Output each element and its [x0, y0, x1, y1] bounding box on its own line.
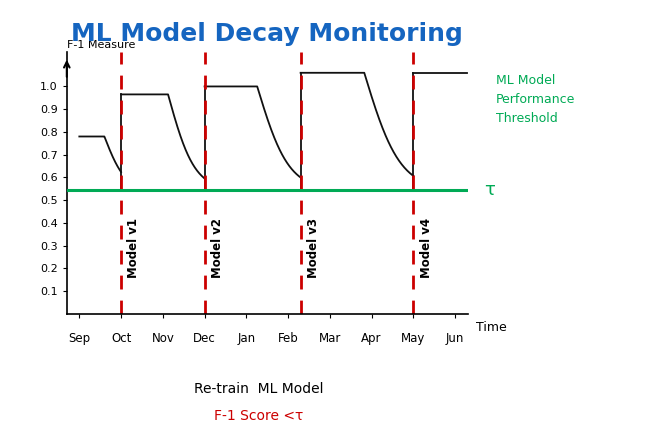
Text: Feb: Feb — [278, 332, 299, 345]
Text: Model v3: Model v3 — [307, 218, 320, 278]
Text: τ: τ — [484, 181, 494, 199]
Text: F-1 Score <τ: F-1 Score <τ — [214, 409, 303, 423]
Text: Jan: Jan — [237, 332, 255, 345]
Text: Oct: Oct — [111, 332, 132, 345]
Text: Nov: Nov — [152, 332, 174, 345]
Title: ML Model Decay Monitoring: ML Model Decay Monitoring — [71, 22, 463, 46]
Text: May: May — [401, 332, 426, 345]
Text: Sep: Sep — [68, 332, 90, 345]
Text: F-1 Measure: F-1 Measure — [67, 40, 135, 50]
Text: Mar: Mar — [319, 332, 341, 345]
Text: ML Model
Performance
Threshold: ML Model Performance Threshold — [496, 74, 575, 125]
Text: Jun: Jun — [446, 332, 464, 345]
Text: Model v2: Model v2 — [211, 218, 224, 278]
Text: Model v4: Model v4 — [420, 218, 433, 278]
Text: Model v1: Model v1 — [128, 218, 140, 278]
Text: Apr: Apr — [361, 332, 382, 345]
Text: Dec: Dec — [193, 332, 216, 345]
Text: Re-train  ML Model: Re-train ML Model — [194, 382, 323, 396]
Text: Time: Time — [476, 321, 507, 334]
